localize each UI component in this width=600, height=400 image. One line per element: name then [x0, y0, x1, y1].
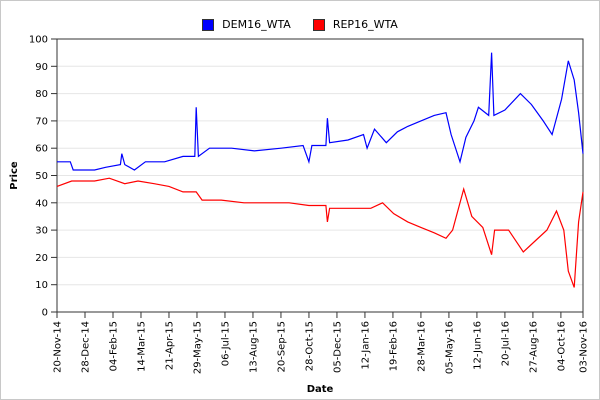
series-line-rep16_wta	[56, 177, 584, 288]
x-tick-label: 27-Aug-16	[528, 321, 539, 373]
x-tick-label: 03-Nov-16	[579, 321, 590, 373]
legend-label-rep: REP16_WTA	[332, 18, 398, 31]
legend-item-rep: REP16_WTA	[312, 18, 398, 31]
legend-item-dem: DEM16_WTA	[202, 18, 291, 31]
x-tick-label: 19-Feb-16	[388, 321, 399, 371]
x-tick-label: 21-Apr-15	[164, 321, 175, 370]
x-tick-label: 04-Oct-16	[556, 321, 567, 371]
x-tick-label: 20-Nov-14	[53, 321, 64, 373]
x-tick-label: 12-Jan-16	[360, 321, 371, 370]
y-tick-label: 70	[35, 116, 48, 127]
x-tick-label: 28-Dec-14	[80, 321, 91, 373]
x-tick-label: 20-Sep-15	[276, 321, 287, 373]
x-tick-label: 04-Feb-15	[108, 321, 119, 371]
legend-swatch-dem	[202, 18, 215, 31]
y-tick-label: 80	[35, 89, 48, 100]
legend: DEM16_WTA REP16_WTA	[0, 18, 600, 31]
y-tick-label: 90	[35, 62, 48, 73]
y-tick-label: 60	[35, 144, 48, 155]
y-tick-label: 30	[35, 226, 48, 237]
y-tick-label: 10	[35, 280, 48, 291]
x-tick-label: 20-Jul-16	[500, 321, 511, 366]
y-tick-label: 0	[42, 308, 48, 319]
x-tick-label: 28-Mar-16	[416, 321, 427, 372]
x-tick-label: 05-May-16	[444, 321, 455, 374]
y-axis-label: Price	[9, 161, 20, 190]
series-line-dem16_wta	[57, 52, 584, 171]
plot-area	[56, 38, 584, 313]
x-tick-label: 12-Jun-16	[472, 321, 483, 370]
x-tick-label: 13-Aug-15	[248, 321, 259, 373]
y-tick-label: 20	[35, 253, 48, 264]
legend-swatch-rep	[312, 18, 325, 31]
y-tick-label: 40	[35, 198, 48, 209]
y-tick-label: 50	[35, 171, 48, 182]
x-tick-label: 28-Oct-15	[304, 321, 315, 371]
x-tick-label: 29-May-15	[192, 321, 203, 374]
y-tick-label: 100	[29, 35, 48, 46]
x-tick-label: 05-Dec-15	[332, 321, 343, 373]
x-tick-label: 14-Mar-15	[136, 321, 147, 372]
legend-label-dem: DEM16_WTA	[222, 18, 291, 31]
x-tick-label: 06-Jul-15	[220, 321, 231, 366]
x-axis-label: Date	[307, 384, 334, 395]
